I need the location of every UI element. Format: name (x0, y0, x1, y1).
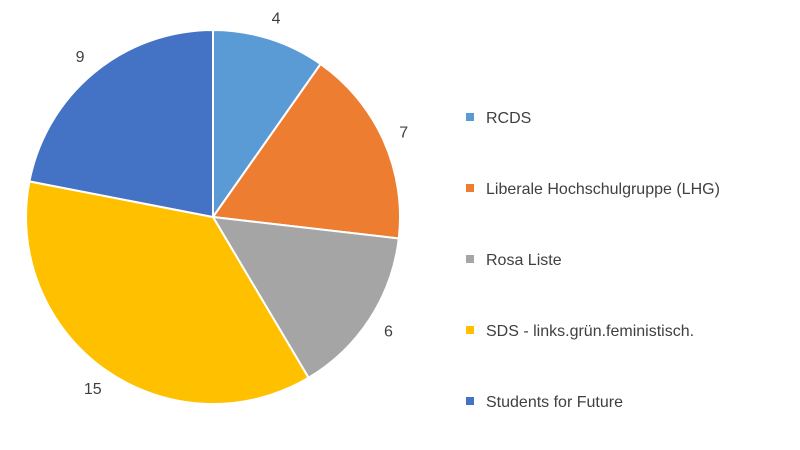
pie-slice-4 (25, 180, 310, 405)
legend-label-5: Students for Future (486, 394, 623, 411)
legend-label-3: Rosa Liste (486, 252, 562, 269)
pie-slices (25, 28, 401, 405)
pie-slice-3 (211, 215, 400, 380)
data-label-3: 6 (384, 324, 393, 341)
data-label-1: 4 (272, 11, 281, 28)
legend: RCDS Liberale Hochschulgruppe (LHG) Rosa L… (466, 110, 720, 411)
legend-swatch-5 (466, 397, 474, 405)
legend-label-4: SDS - links.grün.feministisch. (486, 323, 694, 340)
legend-swatch-4 (466, 326, 474, 334)
legend-swatch-1 (466, 113, 474, 121)
data-label-4: 15 (84, 381, 102, 398)
legend-label-1: RCDS (486, 110, 531, 127)
pie-slice-5 (28, 28, 214, 219)
pie-slice-2 (211, 62, 401, 240)
legend-label-2: Liberale Hochschulgruppe (LHG) (486, 181, 720, 198)
pie-slice-1 (212, 28, 322, 221)
data-label-2: 7 (399, 125, 408, 142)
data-labels: 4 7 6 15 9 (76, 11, 409, 398)
data-label-5: 9 (76, 49, 85, 66)
legend-swatch-3 (466, 255, 474, 263)
legend-swatch-2 (466, 184, 474, 192)
